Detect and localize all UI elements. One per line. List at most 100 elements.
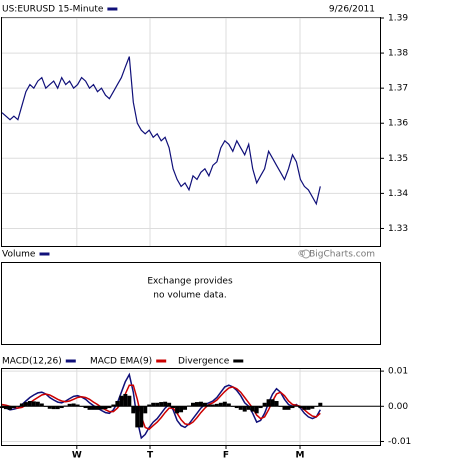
- divergence-bar: [266, 399, 271, 407]
- divergence-bar: [246, 406, 251, 410]
- divergence-bar: [155, 402, 160, 407]
- y-tick-label: 1.34: [388, 189, 408, 199]
- credit-icon: [301, 249, 311, 259]
- annotation: no volume data.: [153, 291, 226, 301]
- divergence-bar: [55, 406, 60, 410]
- divergence-bar: [318, 402, 323, 407]
- divergence-bar: [75, 404, 80, 407]
- divergence-bar: [171, 406, 176, 409]
- y-tick-label: 1.36: [388, 119, 408, 129]
- divergence-bar: [111, 404, 116, 407]
- divergence-bar: [3, 406, 8, 410]
- legend-label: MACD(12,26): [2, 357, 62, 367]
- x-tick-label: M: [296, 451, 305, 461]
- legend-label: MACD EMA(9): [90, 357, 152, 367]
- credit: © BigCharts.com: [297, 250, 375, 260]
- divergence-bar: [254, 406, 259, 414]
- divergence-bar: [7, 406, 12, 410]
- divergence-bar: [234, 406, 239, 409]
- divergence-bar: [159, 402, 164, 407]
- divergence-bar: [226, 403, 231, 407]
- divergence-bar: [59, 406, 64, 409]
- divergence-bar: [107, 406, 112, 409]
- divergence-bar: [238, 406, 243, 410]
- divergence-bar: [139, 406, 144, 428]
- divergence-bar: [95, 406, 100, 410]
- divergence-bar: [39, 403, 44, 407]
- divergence-bar: [290, 406, 295, 409]
- x-tick-label: W: [72, 451, 82, 461]
- divergence-bar: [151, 402, 156, 407]
- divergence-bar: [242, 406, 247, 412]
- volume-frame: [1, 262, 381, 345]
- divergence-bar: [115, 401, 120, 407]
- divergence-bar: [190, 402, 195, 407]
- divergence-bar: [99, 406, 104, 410]
- divergence-bar: [83, 406, 88, 409]
- divergence-bar: [306, 406, 311, 410]
- x-tick-label: T: [147, 451, 154, 461]
- legend-label: US:EURUSD 15-Minute: [2, 5, 104, 15]
- divergence-bar: [202, 402, 207, 407]
- divergence-bar: [0, 406, 4, 409]
- divergence-bar: [210, 404, 215, 407]
- divergence-bar: [147, 404, 152, 407]
- divergence-bar: [270, 399, 275, 407]
- divergence-bar: [310, 406, 315, 409]
- divergence-bar: [123, 393, 128, 407]
- divergence-bar: [71, 403, 76, 407]
- y-tick-label: 1.39: [388, 14, 408, 24]
- divergence-bar: [286, 406, 291, 410]
- divergence-bar: [19, 403, 24, 407]
- y-tick-label: 1.35: [388, 154, 408, 164]
- divergence-bar: [35, 401, 40, 407]
- y-tick-label: 1.38: [388, 49, 408, 59]
- divergence-bar: [175, 406, 180, 414]
- divergence-bar: [23, 402, 28, 407]
- divergence-bar: [87, 406, 92, 410]
- divergence-bar: [214, 403, 219, 407]
- legend-label: Volume: [2, 250, 36, 260]
- divergence-bar: [51, 406, 56, 410]
- divergence-bar: [119, 395, 124, 407]
- divergence-bar: [298, 406, 303, 409]
- divergence-bar: [11, 406, 16, 409]
- y-tick-label: 0.00: [388, 402, 408, 412]
- line: [1, 56, 321, 206]
- divergence-bar: [218, 402, 223, 407]
- divergence-bar: [167, 402, 172, 407]
- divergence-bar: [91, 406, 96, 410]
- divergence-bar: [103, 406, 108, 410]
- divergence-bar: [274, 401, 279, 407]
- price-frame: [1, 17, 381, 247]
- divergence-bar: [302, 406, 307, 410]
- divergence-bar: [163, 401, 168, 407]
- divergence-bar: [27, 401, 32, 407]
- divergence-bar: [262, 402, 267, 407]
- divergence-bar: [222, 401, 227, 407]
- divergence-bar: [282, 406, 287, 410]
- date: 9/26/2011: [329, 5, 375, 15]
- divergence-bar: [47, 406, 52, 409]
- divergence-bar: [67, 403, 72, 407]
- divergence-bar: [250, 406, 255, 412]
- divergence-bar: [206, 404, 211, 407]
- annotation: Exchange provides: [147, 277, 233, 287]
- divergence-bar: [183, 406, 188, 410]
- line: [1, 384, 321, 431]
- divergence-bar: [31, 401, 36, 407]
- divergence-bar: [131, 406, 136, 414]
- x-tick-label: F: [223, 451, 229, 461]
- divergence-bar: [127, 395, 132, 407]
- divergence-bar: [179, 406, 184, 413]
- divergence-bar: [194, 402, 199, 407]
- y-tick-label: 1.37: [388, 84, 408, 94]
- divergence-bar: [198, 401, 203, 407]
- divergence-bar: [258, 406, 263, 409]
- y-tick-label: 1.33: [388, 224, 408, 234]
- y-tick-label: 0.01: [388, 367, 408, 377]
- legend-label: Divergence: [178, 357, 230, 367]
- divergence-bar: [143, 406, 148, 414]
